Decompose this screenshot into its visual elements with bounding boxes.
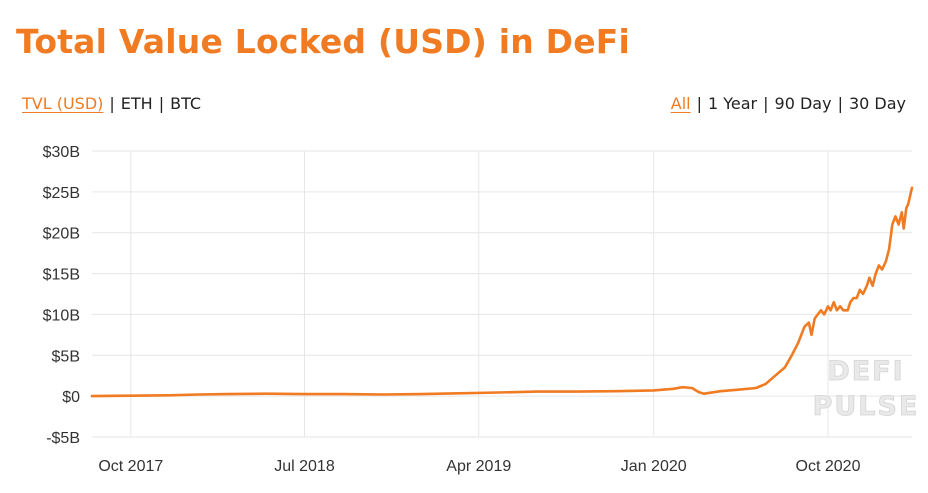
page-title: Total Value Locked (USD) in DeFi (16, 22, 631, 61)
separator: | (696, 94, 702, 113)
y-tick-label: $25B (43, 185, 80, 202)
tvl-series-line (90, 186, 914, 398)
axis-labels: $30B $25B $20B $15B $10B $5B $0 -$5B Oct 2017 Jul… (43, 144, 861, 475)
y-tick-label: -$5B (46, 430, 80, 447)
separator: | (109, 94, 115, 113)
y-tick-label: $15B (43, 267, 80, 284)
y-tick-label: $20B (43, 226, 80, 243)
separator: | (837, 94, 843, 113)
range-90-day[interactable]: 90 Day (774, 94, 832, 113)
watermark-text: PULSE (813, 391, 920, 422)
x-tick-label: Jan 2020 (621, 458, 687, 475)
separator: | (158, 94, 165, 113)
series-layer (90, 186, 914, 398)
range-all[interactable]: All (670, 94, 691, 113)
y-tick-label: $10B (43, 307, 80, 324)
x-tick-label: Oct 2020 (796, 458, 861, 475)
x-tick-label: Apr 2019 (446, 458, 511, 475)
range-1-year[interactable]: 1 Year (707, 94, 758, 113)
toggle-tvl-usd[interactable]: TVL (USD) (22, 94, 104, 113)
currency-toggle: TVL (USD) | ETH | BTC (22, 94, 201, 113)
toggle-eth[interactable]: ETH (120, 94, 153, 113)
separator: | (763, 94, 769, 113)
x-tick-label: Jul 2018 (274, 458, 335, 475)
y-tick-label: $0 (62, 389, 80, 406)
range-toggle: All | 1 Year | 90 Day | 30 Day (671, 94, 906, 113)
watermark-text: DEFI (827, 356, 904, 387)
defi-pulse-watermark: DEFI PULSE (812, 356, 920, 423)
y-tick-label: $30B (43, 144, 80, 161)
x-tick-label: Oct 2017 (98, 458, 163, 475)
toggle-btc[interactable]: BTC (170, 94, 202, 113)
y-tick-label: $5B (52, 348, 80, 365)
grid (92, 150, 912, 438)
range-30-day[interactable]: 30 Day (848, 94, 906, 113)
